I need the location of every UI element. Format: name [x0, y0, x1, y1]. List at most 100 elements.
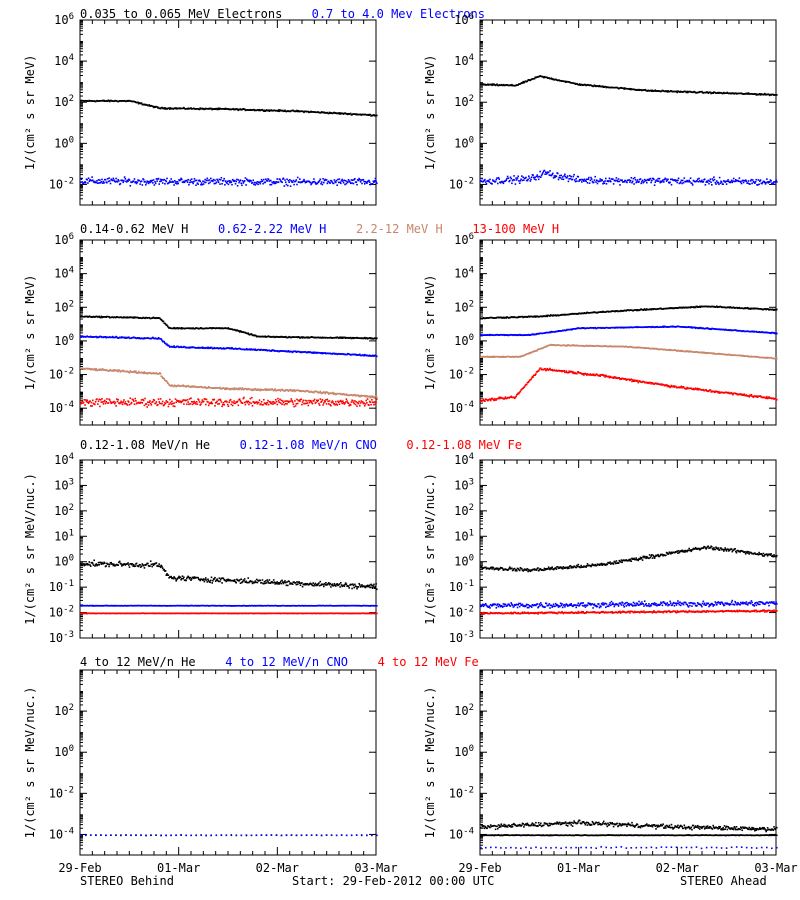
- data-point: [222, 401, 225, 404]
- data-point: [337, 178, 339, 181]
- data-point: [283, 110, 286, 112]
- data-point: [109, 182, 112, 185]
- data-point: [370, 395, 372, 398]
- data-point: [238, 180, 241, 182]
- data-point: [292, 179, 295, 182]
- data-point: [101, 178, 103, 181]
- data-point: [183, 181, 186, 184]
- data-point: [291, 389, 293, 391]
- data-point: [98, 315, 100, 318]
- data-point: [546, 315, 548, 318]
- data-point: [241, 388, 243, 390]
- data-point: [260, 109, 263, 111]
- data-point: [186, 403, 188, 405]
- data-point: [511, 182, 513, 185]
- legend-blue: 0.62-2.22 MeV H: [218, 222, 326, 236]
- data-point: [268, 180, 271, 182]
- data-point: [204, 386, 206, 388]
- data-point: [497, 176, 500, 179]
- data-point: [573, 173, 575, 176]
- data-point: [715, 183, 717, 185]
- ytick-label-row1-behind: 102: [54, 94, 74, 109]
- data-point: [216, 178, 218, 181]
- data-point: [369, 113, 372, 116]
- data-point: [369, 401, 372, 403]
- data-point: [288, 181, 290, 183]
- data-point: [142, 338, 145, 340]
- data-point: [359, 353, 361, 356]
- data-point: [302, 180, 305, 182]
- data-point: [253, 401, 255, 403]
- data-point: [248, 179, 250, 182]
- data-point: [366, 398, 369, 400]
- data-point: [246, 179, 249, 181]
- data-point: [563, 175, 565, 177]
- data-point: [751, 182, 753, 185]
- data-point: [373, 401, 376, 403]
- data-point: [217, 181, 220, 184]
- data-point: [104, 179, 107, 181]
- data-point: [145, 403, 148, 405]
- data-point: [569, 174, 571, 177]
- data-point: [295, 179, 298, 181]
- data-point: [117, 178, 119, 181]
- data-point: [161, 319, 163, 322]
- data-point: [218, 178, 221, 181]
- data-point: [148, 180, 151, 183]
- data-point: [281, 403, 283, 406]
- data-point: [738, 177, 741, 179]
- data-point: [187, 384, 189, 387]
- data-point: [141, 184, 144, 186]
- data-point: [81, 400, 83, 402]
- data-point: [308, 401, 311, 404]
- data-point: [713, 178, 716, 181]
- data-point: [121, 179, 124, 181]
- data-point: [516, 177, 519, 179]
- data-point: [206, 347, 209, 350]
- data-point: [196, 182, 199, 184]
- data-point: [725, 180, 727, 183]
- data-point: [220, 401, 223, 403]
- data-point: [117, 398, 119, 401]
- data-point: [763, 180, 765, 183]
- data-point: [163, 178, 165, 181]
- data-point: [663, 178, 666, 181]
- data-point: [696, 180, 698, 182]
- data-point: [187, 401, 189, 403]
- data-point: [328, 400, 331, 402]
- data-point: [596, 182, 599, 185]
- data-point: [186, 399, 189, 401]
- data-point: [344, 401, 347, 403]
- data-point: [265, 403, 268, 406]
- data-point: [298, 336, 300, 338]
- data-point: [645, 309, 647, 311]
- data-point: [243, 401, 246, 404]
- data-point: [357, 179, 360, 182]
- data-point: [550, 174, 553, 177]
- data-point: [101, 401, 104, 403]
- data-point: [296, 183, 298, 186]
- data-point: [118, 316, 120, 319]
- data-point: [306, 400, 308, 402]
- data-point: [147, 401, 149, 403]
- data-point: [555, 175, 558, 178]
- data-point: [144, 397, 146, 400]
- data-point: [194, 402, 196, 404]
- data-point: [369, 396, 372, 399]
- data-point: [175, 181, 177, 183]
- data-point: [307, 404, 310, 407]
- data-point: [259, 389, 261, 392]
- data-point: [247, 332, 249, 334]
- ytick-label-row1-ahead: 10-2: [449, 176, 474, 191]
- data-point: [118, 100, 120, 103]
- data-point: [186, 179, 188, 182]
- data-point: [641, 179, 644, 182]
- data-point: [314, 182, 317, 184]
- data-point: [201, 399, 204, 401]
- data-point: [621, 179, 623, 181]
- data-point: [694, 306, 697, 309]
- data-point: [300, 398, 302, 401]
- data-point: [533, 176, 535, 179]
- data-point: [277, 397, 279, 400]
- data-point: [772, 182, 775, 184]
